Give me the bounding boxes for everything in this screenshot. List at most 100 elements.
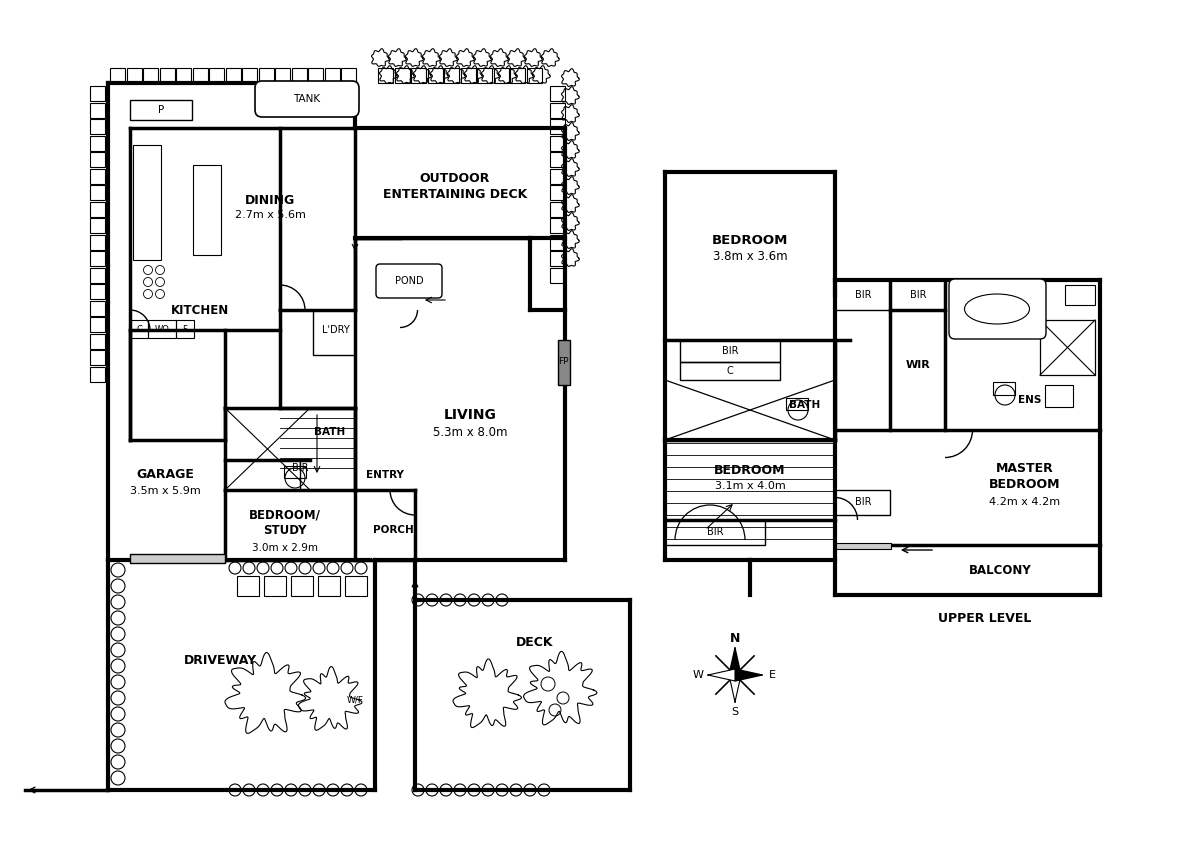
Bar (192, 68, 208, 83)
Text: ENTRY: ENTRY (366, 470, 404, 480)
Polygon shape (730, 675, 742, 702)
Bar (292, 576, 313, 596)
Bar (550, 218, 565, 233)
Bar (130, 320, 148, 338)
Text: WO: WO (155, 325, 169, 333)
Bar (550, 169, 565, 183)
Bar (258, 68, 274, 83)
Bar (292, 68, 306, 83)
Text: BIR: BIR (707, 527, 724, 537)
Bar (242, 68, 257, 83)
Text: 3.0m x 2.9m: 3.0m x 2.9m (252, 543, 318, 553)
Bar (680, 340, 780, 362)
Bar (110, 68, 125, 83)
Bar (90, 300, 106, 315)
Text: W: W (692, 670, 703, 680)
Bar (378, 68, 394, 83)
FancyBboxPatch shape (256, 81, 359, 117)
Text: BIR: BIR (292, 463, 308, 473)
Text: E: E (768, 670, 775, 680)
Text: STUDY: STUDY (263, 523, 307, 537)
Bar (550, 202, 565, 216)
Bar (130, 554, 226, 563)
Bar (318, 576, 340, 596)
Text: LIVING: LIVING (444, 408, 497, 422)
Bar (133, 145, 161, 260)
Bar (890, 310, 946, 430)
Ellipse shape (965, 294, 1030, 324)
Bar (148, 320, 176, 338)
Bar (90, 251, 106, 266)
Bar (527, 68, 541, 83)
Bar (680, 362, 780, 380)
Text: BALCONY: BALCONY (968, 564, 1031, 577)
Bar (90, 202, 106, 216)
Text: BIR: BIR (854, 497, 871, 507)
Text: BEDROOM: BEDROOM (712, 233, 788, 247)
Bar (835, 280, 890, 310)
Bar (90, 284, 106, 299)
Text: ENTERTAINING DECK: ENTERTAINING DECK (383, 188, 527, 202)
Bar (130, 100, 192, 120)
Bar (786, 398, 808, 410)
Bar (143, 68, 158, 83)
Bar (550, 136, 565, 150)
Text: 4.2m x 4.2m: 4.2m x 4.2m (990, 497, 1061, 507)
Text: GARAGE: GARAGE (136, 468, 194, 482)
Bar (550, 235, 565, 249)
FancyBboxPatch shape (949, 279, 1046, 339)
Bar (346, 576, 367, 596)
Bar (90, 366, 106, 382)
Bar (1045, 385, 1073, 407)
Text: DECK: DECK (516, 637, 553, 650)
Bar (835, 490, 890, 515)
Text: BIR: BIR (854, 290, 871, 300)
Text: ENS: ENS (1019, 395, 1042, 405)
Bar (284, 466, 306, 478)
Text: POND: POND (395, 276, 424, 286)
Bar (90, 169, 106, 183)
Bar (90, 119, 106, 134)
Bar (176, 68, 191, 83)
Text: BEDROOM: BEDROOM (989, 477, 1061, 490)
Text: TANK: TANK (294, 94, 320, 104)
Text: W/F: W/F (347, 695, 364, 705)
Bar (90, 267, 106, 282)
Text: BIR: BIR (910, 290, 926, 300)
Bar (176, 320, 194, 338)
Bar (226, 460, 300, 490)
Polygon shape (734, 669, 762, 681)
Bar (493, 68, 509, 83)
Text: C: C (136, 325, 142, 333)
Bar (550, 103, 565, 118)
Bar (665, 520, 766, 545)
Text: P: P (158, 105, 164, 115)
Bar (90, 86, 106, 101)
FancyBboxPatch shape (376, 264, 442, 298)
Text: WIR: WIR (906, 360, 930, 370)
Bar (550, 267, 565, 282)
Bar (550, 152, 565, 167)
Bar (410, 68, 426, 83)
Text: BEDROOM/: BEDROOM/ (250, 509, 320, 522)
Polygon shape (730, 648, 742, 675)
Bar (1066, 285, 1096, 305)
Bar (550, 86, 565, 101)
Bar (313, 310, 355, 355)
Text: 3.8m x 3.6m: 3.8m x 3.6m (713, 250, 787, 264)
Polygon shape (708, 669, 734, 681)
Bar (461, 68, 475, 83)
Bar (324, 68, 340, 83)
Bar (836, 543, 890, 549)
Text: 2.7m x 5.6m: 2.7m x 5.6m (234, 210, 306, 220)
Text: UPPER LEVEL: UPPER LEVEL (938, 611, 1032, 624)
Bar (226, 68, 240, 83)
Text: BATH: BATH (314, 427, 346, 437)
Bar (550, 119, 565, 134)
Bar (427, 68, 443, 83)
Text: DRIVEWAY: DRIVEWAY (184, 654, 257, 667)
Bar (90, 333, 106, 349)
Text: DINING: DINING (245, 193, 295, 207)
Text: L'DRY: L'DRY (322, 325, 350, 335)
Text: BATH: BATH (790, 400, 821, 410)
